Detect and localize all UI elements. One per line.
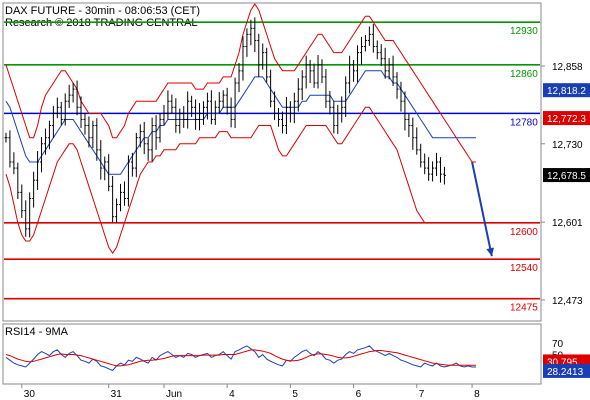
rsi-tag-box-1 xyxy=(543,363,590,378)
level-label-5: 12475 xyxy=(510,303,538,314)
x-tick-label: 8 xyxy=(474,389,480,400)
level-label-4: 12540 xyxy=(510,263,538,274)
x-tick-label: Jun xyxy=(166,389,182,400)
x-tick-label: 6 xyxy=(356,389,362,400)
x-tick-label: 5 xyxy=(292,389,298,400)
rsi-title: RSI14 - 9MA xyxy=(5,326,69,338)
x-tick-label: 30 xyxy=(24,389,36,400)
price-tag-label-0: 12,818.2 xyxy=(547,86,586,97)
price-tag-box-2 xyxy=(543,168,590,183)
y-tick-label: 12,601 xyxy=(552,218,583,229)
chart-title: DAX FUTURE - 30min - 08:06:53 (CET) xyxy=(5,5,200,17)
rsi-line xyxy=(5,345,476,372)
level-label-0: 12930 xyxy=(510,26,538,37)
bollinger-upper-line xyxy=(5,3,476,163)
y-tick-label: 12,473 xyxy=(552,296,583,307)
level-label-3: 12600 xyxy=(510,227,538,238)
rsi-panel xyxy=(2,323,542,385)
rsi-ma-line xyxy=(5,349,476,367)
forecast-arrow-head xyxy=(486,247,494,257)
price-tag-box-0 xyxy=(543,83,590,98)
x-tick-label: 4 xyxy=(229,389,235,400)
level-label-1: 12860 xyxy=(510,69,538,80)
x-tick-label: 31 xyxy=(111,389,123,400)
rsi-y-tick-label: 70 xyxy=(552,339,564,350)
price-tag-label-2: 12,678.5 xyxy=(547,171,586,182)
price-tag-label-1: 12,772.3 xyxy=(547,114,586,125)
rsi-tag-label-0: 30.795 xyxy=(547,357,578,368)
bollinger-lower-line xyxy=(5,106,476,255)
forecast-arrow xyxy=(471,161,493,257)
moving-average-line xyxy=(5,70,476,175)
price-tag-box-1 xyxy=(543,111,590,126)
rsi-tag-label-1: 28.2413 xyxy=(547,367,584,378)
y-tick-label: 12,730 xyxy=(552,140,583,151)
price-panel xyxy=(2,2,542,322)
x-tick-label: 7 xyxy=(419,389,425,400)
level-label-2: 12780 xyxy=(510,117,538,128)
y-tick-label: 12,858 xyxy=(552,62,583,73)
